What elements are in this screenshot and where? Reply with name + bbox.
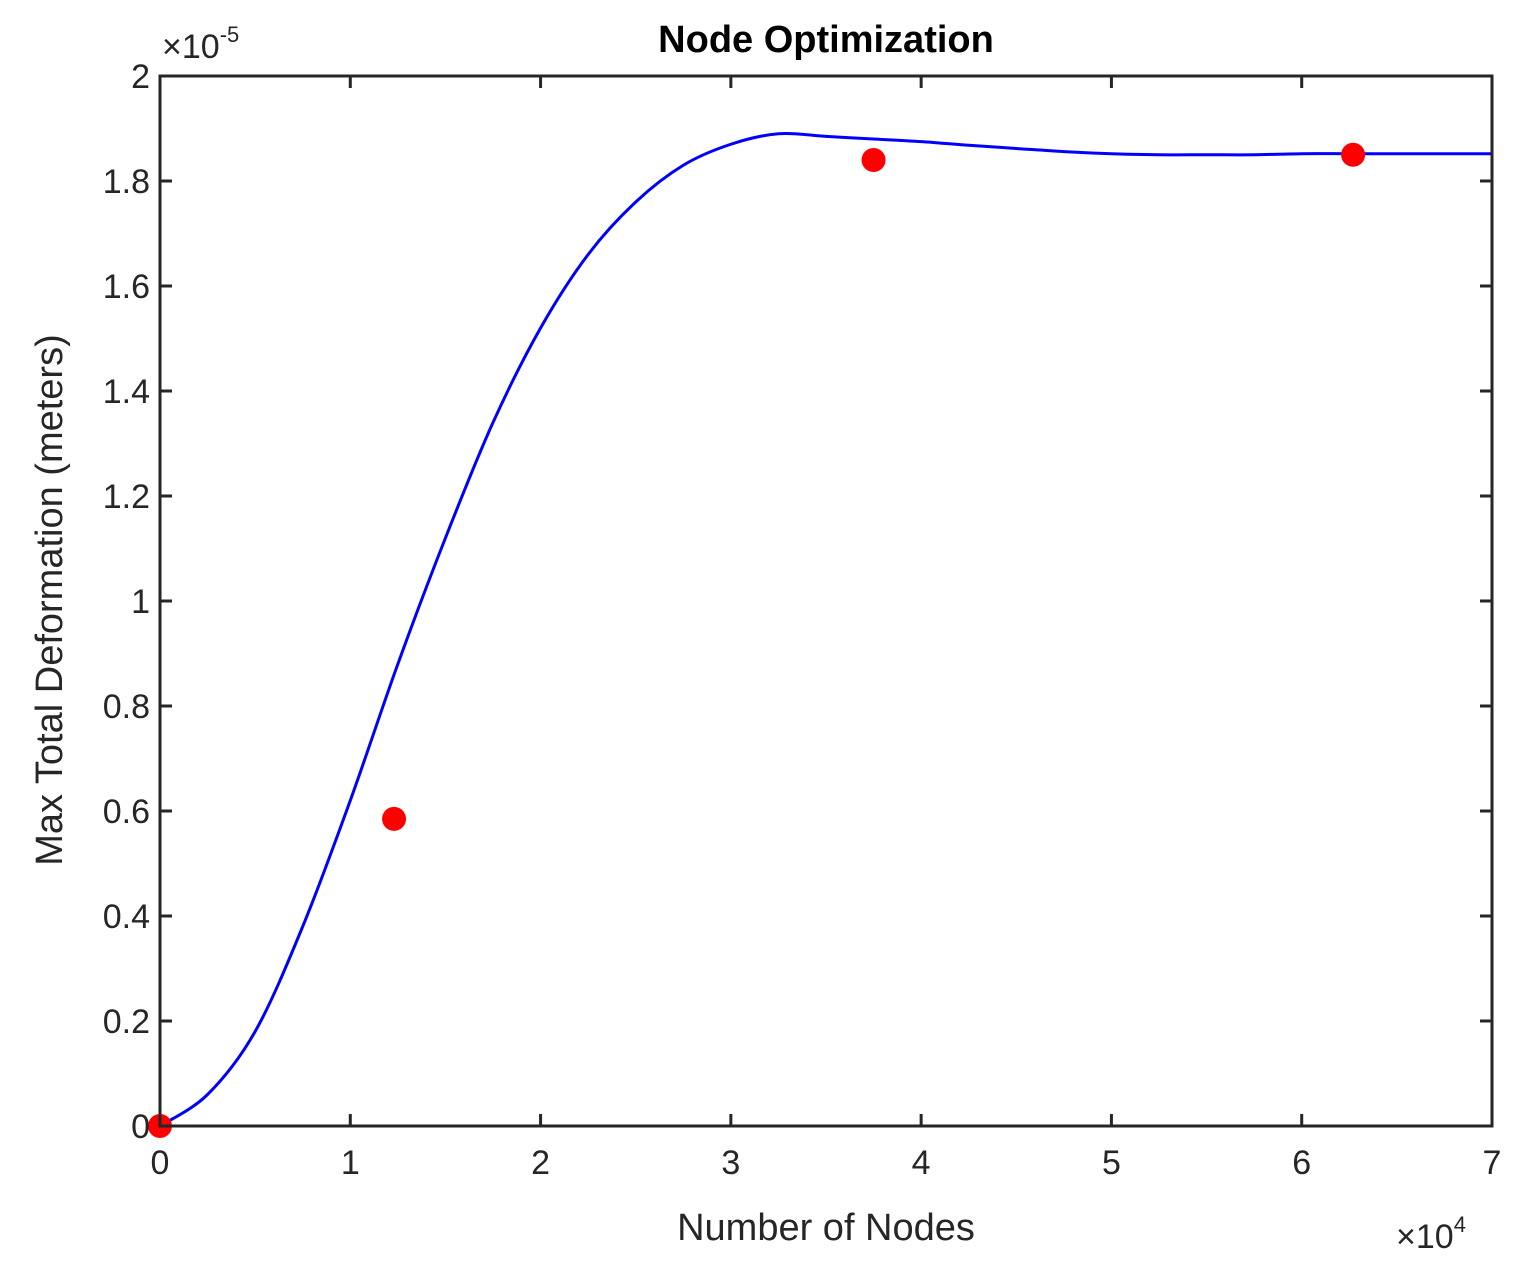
x-axis-title: Number of Nodes bbox=[677, 1207, 975, 1249]
y-multiplier-base: ×10 bbox=[162, 28, 220, 66]
series-line-0 bbox=[159, 131, 1492, 1128]
x-tick-label: 4 bbox=[912, 1144, 931, 1182]
ticks-layer: 0 1 2 3 4 5 6 7 0 0.2 0.4 0.6 0.8 1 1.2 1.4 1.6 1.8 2 bbox=[103, 58, 1502, 1182]
x-multiplier-exponent: 4 bbox=[1454, 1212, 1466, 1237]
y-tick-label: 1.4 bbox=[103, 373, 150, 411]
y-tick-label: 0.6 bbox=[103, 793, 150, 831]
y-tick-label: 1.2 bbox=[103, 478, 150, 516]
x-tick-label: 7 bbox=[1483, 1144, 1502, 1182]
y-multiplier-exponent: -5 bbox=[220, 22, 240, 47]
data-point-3 bbox=[1341, 142, 1366, 167]
y-tick-label: 2 bbox=[131, 58, 150, 96]
x-tick-label: 3 bbox=[721, 1144, 740, 1182]
y-tick-label: 0.8 bbox=[103, 688, 150, 726]
y-axis-title: Max Total Deformation (meters) bbox=[29, 334, 71, 865]
plot-background bbox=[160, 76, 1492, 1126]
plot-area bbox=[160, 76, 1492, 1126]
data-point-1 bbox=[382, 806, 407, 831]
y-tick-label: 0.2 bbox=[103, 1003, 150, 1041]
y-tick-label: 1.8 bbox=[103, 163, 150, 201]
chart-title: Node Optimization bbox=[658, 19, 994, 61]
x-tick-label: 2 bbox=[531, 1144, 550, 1182]
y-tick-label: 0.4 bbox=[103, 898, 150, 936]
x-tick-label: 6 bbox=[1292, 1144, 1311, 1182]
x-tick-label: 1 bbox=[341, 1144, 360, 1182]
data-point-2 bbox=[861, 148, 886, 172]
y-tick-label: 0 bbox=[131, 1108, 150, 1146]
x-axis-multiplier: ×104 bbox=[1396, 1212, 1466, 1256]
y-axis-multiplier: ×10-5 bbox=[162, 22, 239, 66]
y-tick-label: 1.6 bbox=[103, 268, 150, 306]
x-tick-label: 5 bbox=[1102, 1144, 1121, 1182]
y-tick-label: 1 bbox=[131, 583, 150, 621]
x-tick-label: 0 bbox=[151, 1144, 170, 1182]
x-multiplier-base: ×10 bbox=[1396, 1218, 1454, 1256]
